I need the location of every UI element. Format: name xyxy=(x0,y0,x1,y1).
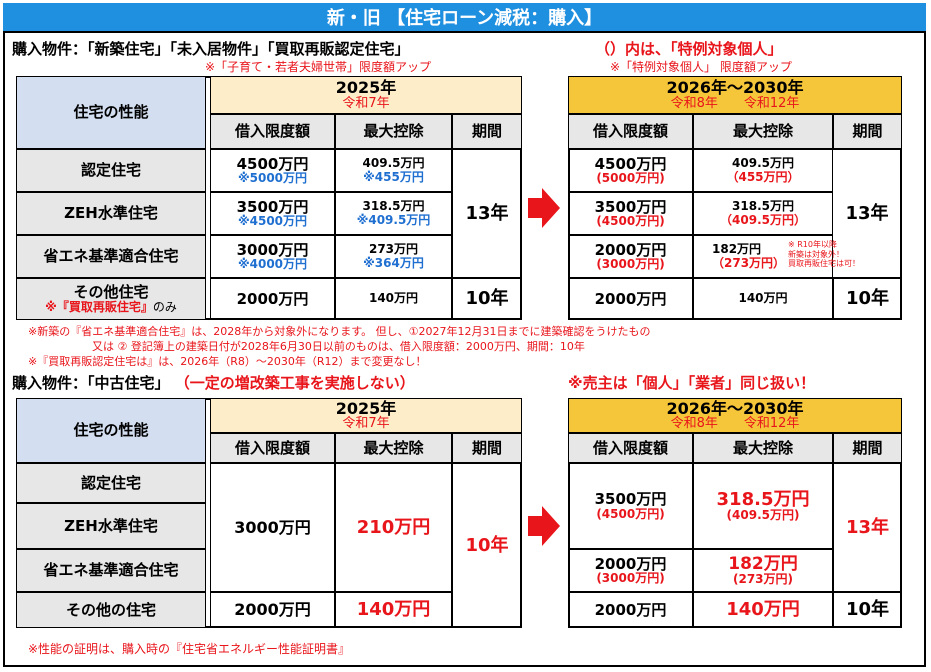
year-header-right: 2026年～2030年 令和8年 令和12年 xyxy=(568,76,902,114)
perf-header: 住宅の性能 xyxy=(16,76,206,149)
other-sub: ※『買取再販住宅』 xyxy=(45,299,153,314)
footnote: ※『買取再販認定住宅は』は、2026年（R8）～2030年（R12）まで変更なし… xyxy=(28,355,427,368)
deduct-cell: 409.5万円 （455万円） xyxy=(693,149,833,192)
deduct-cell: 140万円 xyxy=(335,278,452,320)
limit-cell: 4500万円 (5000万円) xyxy=(568,149,693,192)
year-label: 2025年 xyxy=(335,78,397,98)
col-period: 期間 xyxy=(452,433,522,463)
period-cell: 10年 xyxy=(452,278,522,320)
sub-note-right: ※「特例対象個人」 限度額アップ xyxy=(610,60,792,74)
row-label: 省エネ基準適合住宅 xyxy=(16,549,206,592)
r10-note: ※ R10年以降 新築は対象外！ 買取再販住宅は可！ xyxy=(788,240,860,269)
section1-heading: 購入物件：「新築住宅」「未入居物件」「買取再販認定住宅」 xyxy=(12,40,410,58)
limit-cell: 3000万円 ※4000万円 xyxy=(210,235,335,278)
col-deduct: 最大控除 xyxy=(693,114,833,149)
deduct-cell: 318.5万円 ※409.5万円 xyxy=(335,192,452,235)
limit-cell: 3500万円 ※4500万円 xyxy=(210,192,335,235)
limit-cell: 2000万円 xyxy=(210,592,335,628)
period-cell: 13年 xyxy=(833,463,902,592)
page-title: 新・旧 【住宅ローン減税：購入】 xyxy=(3,3,926,33)
right-arrow-icon xyxy=(528,506,560,546)
limit-cell: 2000万円 (3000万円) xyxy=(568,235,693,278)
deduct-cell: 273万円 ※364万円 xyxy=(335,235,452,278)
era-label: 令和8年 xyxy=(670,95,718,111)
deduct-cell: 140万円 xyxy=(693,592,833,628)
deduct-cell: 140万円 xyxy=(693,278,833,320)
seller-note: ※売主は「個人」「業者」同じ扱い！ xyxy=(568,374,816,392)
section2-heading: 購入物件：「中古住宅」 （一定の増改築工事を実施しない） xyxy=(12,374,415,392)
year-header-left: 2025年 令和7年 xyxy=(210,398,522,433)
col-limit: 借入限度額 xyxy=(210,433,335,463)
sub-note-left: ※「子育て・若者夫婦世帯」限度額アップ xyxy=(205,60,432,74)
limit-cell: 2000万円 xyxy=(568,278,693,320)
year-label: 2026年～2030年 xyxy=(666,78,804,98)
era-label: 令和12年 xyxy=(743,95,800,111)
footnote: 又は ② 登記簿上の建築日付が2028年6月30日以前のものは、借入限度額：20… xyxy=(92,340,585,353)
col-deduct: 最大控除 xyxy=(693,433,833,463)
year-header-left: 2025年 令和7年 xyxy=(210,76,522,114)
row-label: ZEH水準住宅 xyxy=(16,503,206,549)
period-cell: 10年 xyxy=(833,592,902,628)
perf-header: 住宅の性能 xyxy=(16,398,206,463)
row-label: その他の住宅 xyxy=(16,592,206,628)
footnote: ※新築の『省エネ基準適合住宅』は、2028年から対象外になります。 但し、①20… xyxy=(28,325,651,338)
row-label: 認定住宅 xyxy=(16,149,206,192)
row-label: 省エネ基準適合住宅 xyxy=(16,235,206,278)
row-label: その他住宅 xyxy=(73,283,149,302)
period-cell: 13年 xyxy=(833,149,902,278)
footnote: ※性能の証明は、購入時の『住宅省エネルギー性能証明書』 xyxy=(28,642,351,656)
limit-cell: 2000万円 (3000万円) xyxy=(568,549,693,592)
row-label-other: その他住宅 ※『買取再販住宅』のみ xyxy=(16,278,206,320)
deduct-cell: 318.5万円 (409.5万円) xyxy=(693,463,833,549)
col-limit: 借入限度額 xyxy=(568,433,693,463)
col-period: 期間 xyxy=(833,433,902,463)
deduct-cell: 182万円 (273万円) xyxy=(693,549,833,592)
col-deduct: 最大控除 xyxy=(335,114,452,149)
deduct-cell: 140万円 xyxy=(335,592,452,628)
deduct-cell: 182万円 （273万円） xyxy=(693,235,833,278)
col-period: 期間 xyxy=(452,114,522,149)
col-limit: 借入限度額 xyxy=(568,114,693,149)
limit-cell: 3500万円 (4500万円) xyxy=(568,463,693,549)
period-cell: 10年 xyxy=(452,463,522,628)
limit-cell: 4500万円 ※5000万円 xyxy=(210,149,335,192)
deduct-cell: 210万円 xyxy=(335,463,452,592)
limit-cell: 2000万円 xyxy=(210,278,335,320)
row-label: 認定住宅 xyxy=(16,463,206,503)
limit-cell: 2000万円 xyxy=(568,592,693,628)
right-arrow-icon xyxy=(528,188,560,228)
col-limit: 借入限度額 xyxy=(210,114,335,149)
limit-cell: 3500万円 (4500万円) xyxy=(568,192,693,235)
deduct-cell: 409.5万円 ※455万円 xyxy=(335,149,452,192)
other-sub2: のみ xyxy=(152,299,177,314)
year-header-right: 2026年～2030年 令和8年 令和12年 xyxy=(568,398,902,433)
era-label: 令和7年 xyxy=(342,95,390,111)
special-note: （）内は、「特例対象個人」 xyxy=(595,40,783,58)
period-cell: 13年 xyxy=(452,149,522,278)
col-deduct: 最大控除 xyxy=(335,433,452,463)
row-label: ZEH水準住宅 xyxy=(16,192,206,235)
period-cell: 10年 xyxy=(833,278,902,320)
deduct-cell: 318.5万円 （409.5万円） xyxy=(693,192,833,235)
limit-cell: 3000万円 xyxy=(210,463,335,592)
col-period: 期間 xyxy=(833,114,902,149)
